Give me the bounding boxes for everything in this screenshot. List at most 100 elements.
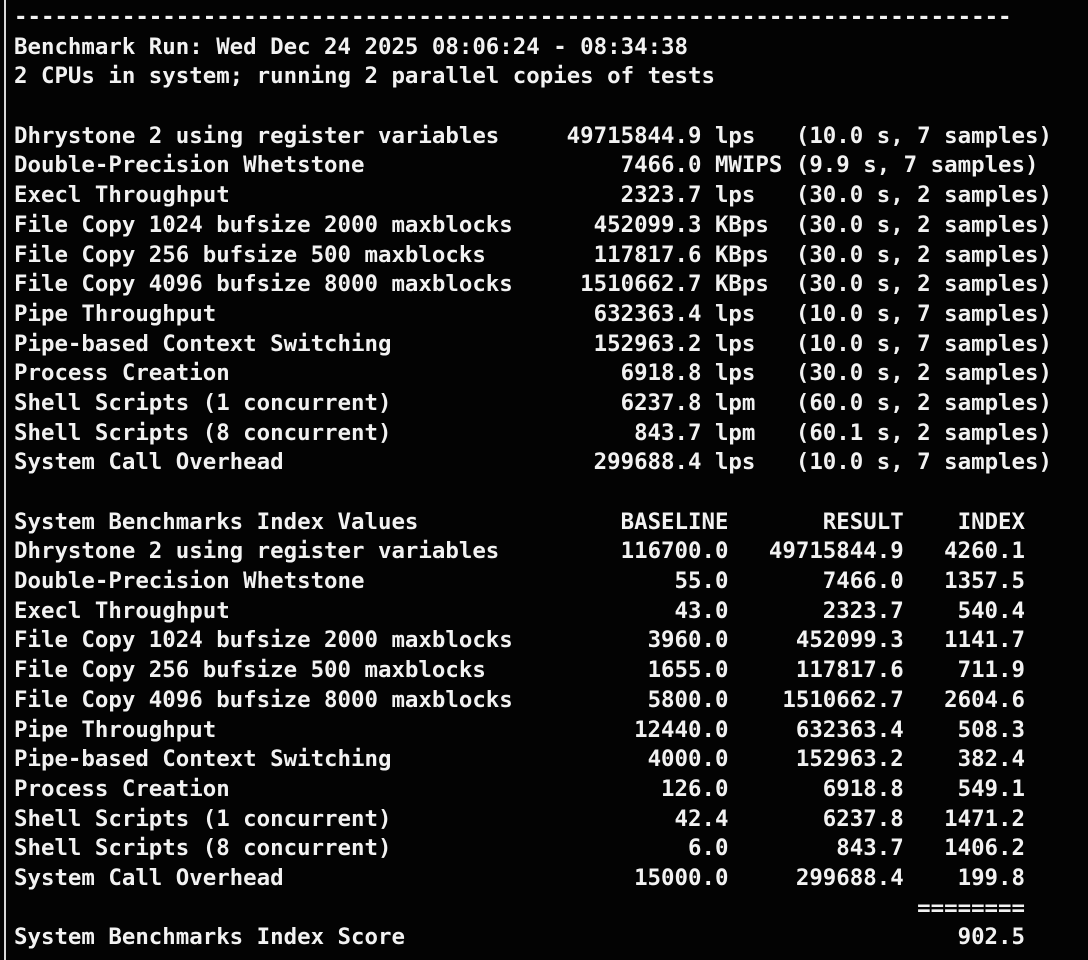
- result-value: 2323.7: [822, 597, 904, 624]
- test-unit: lps: [714, 360, 756, 387]
- index-row: Dhrystone 2 using register variables 116…: [14, 537, 1088, 567]
- index-value: 199.8: [957, 864, 1025, 891]
- test-name: File Copy 256 bufsize 500 maxblocks: [14, 657, 486, 684]
- terminal-screen: ----------------------------------------…: [4, 0, 1088, 960]
- test-name: Dhrystone 2 using register variables: [14, 538, 500, 565]
- result-row: File Copy 1024 bufsize 2000 maxblocks 45…: [14, 211, 1088, 241]
- baseline-value: 5800.0: [647, 686, 729, 713]
- test-unit: KBps: [714, 271, 769, 298]
- benchmark-run-line: Benchmark Run: Wed Dec 24 2025 08:06:24 …: [14, 33, 689, 60]
- index-header-row: System Benchmarks Index Values BASELINE …: [14, 508, 1088, 538]
- result-row: Dhrystone 2 using register variables 497…: [14, 122, 1088, 152]
- index-value: 1471.2: [944, 805, 1025, 832]
- column-header-baseline: BASELINE: [620, 508, 729, 535]
- baseline-value: 12440.0: [634, 716, 729, 743]
- result-value: 49715844.9: [768, 538, 904, 565]
- test-value: 6918.8: [620, 360, 702, 387]
- test-unit: lps: [714, 182, 756, 209]
- result-row: Pipe Throughput 632363.4 lps (10.0 s, 7 …: [14, 300, 1088, 330]
- test-detail: (10.0 s, 7 samples): [795, 449, 1052, 476]
- result-row: Process Creation 6918.8 lps (30.0 s, 2 s…: [14, 359, 1088, 389]
- result-value: 452099.3: [795, 627, 904, 654]
- result-row: System Call Overhead 299688.4 lps (10.0 …: [14, 448, 1088, 478]
- test-value: 1510662.7: [580, 271, 702, 298]
- test-value: 2323.7: [620, 182, 702, 209]
- test-name: Pipe-based Context Switching: [14, 746, 392, 773]
- baseline-value: 15000.0: [634, 864, 729, 891]
- test-name: File Copy 4096 bufsize 8000 maxblocks: [14, 271, 513, 298]
- score-separator: ========: [917, 894, 1025, 921]
- index-row: Double-Precision Whetstone 55.0 7466.0 1…: [14, 567, 1088, 597]
- test-detail: (9.9 s, 7 samples): [795, 152, 1039, 179]
- index-row: Pipe-based Context Switching 4000.0 1529…: [14, 745, 1088, 775]
- result-value: 632363.4: [795, 716, 904, 743]
- result-row: File Copy 256 bufsize 500 maxblocks 1178…: [14, 241, 1088, 271]
- test-name: Execl Throughput: [14, 597, 230, 624]
- blank-line: [14, 92, 1088, 122]
- test-value: 299688.4: [593, 449, 702, 476]
- test-name: Double-Precision Whetstone: [14, 152, 365, 179]
- test-detail: (10.0 s, 7 samples): [795, 122, 1052, 149]
- score-value: 902.5: [957, 924, 1025, 951]
- test-value: 7466.0: [620, 152, 702, 179]
- test-name: Pipe-based Context Switching: [14, 330, 392, 357]
- test-detail: (30.0 s, 2 samples): [795, 271, 1052, 298]
- test-name: Shell Scripts (8 concurrent): [14, 419, 392, 446]
- result-value: 299688.4: [795, 864, 904, 891]
- test-unit: lps: [714, 300, 756, 327]
- baseline-value: 43.0: [674, 597, 729, 624]
- test-unit: lps: [714, 330, 756, 357]
- test-name: Process Creation: [14, 360, 230, 387]
- result-value: 7466.0: [822, 568, 904, 595]
- result-row: Shell Scripts (8 concurrent) 843.7 lpm (…: [14, 419, 1088, 449]
- test-name: Shell Scripts (1 concurrent): [14, 805, 392, 832]
- result-row: Pipe-based Context Switching 152963.2 lp…: [14, 330, 1088, 360]
- index-value: 549.1: [957, 775, 1025, 802]
- index-row: File Copy 256 bufsize 500 maxblocks 1655…: [14, 656, 1088, 686]
- test-name: Shell Scripts (8 concurrent): [14, 835, 392, 862]
- divider-line: ----------------------------------------…: [14, 4, 1012, 30]
- baseline-value: 3960.0: [647, 627, 729, 654]
- test-value: 6237.8: [620, 389, 702, 416]
- result-value: 117817.6: [795, 657, 904, 684]
- score-label: System Benchmarks Index Score: [14, 924, 405, 951]
- result-value: 843.7: [836, 835, 904, 862]
- cpu-info-line: 2 CPUs in system; running 2 parallel cop…: [14, 63, 715, 90]
- index-row: Shell Scripts (1 concurrent) 42.4 6237.8…: [14, 805, 1088, 835]
- index-row: System Call Overhead 15000.0 299688.4 19…: [14, 864, 1088, 894]
- test-name: File Copy 1024 bufsize 2000 maxblocks: [14, 627, 513, 654]
- test-unit: MWIPS: [714, 152, 783, 179]
- baseline-value: 6.0: [688, 835, 729, 862]
- result-row: File Copy 4096 bufsize 8000 maxblocks 15…: [14, 270, 1088, 300]
- index-value: 382.4: [957, 746, 1025, 773]
- test-unit: lpm: [714, 389, 756, 416]
- result-value: 6918.8: [822, 775, 904, 802]
- test-name: Shell Scripts (1 concurrent): [14, 389, 392, 416]
- test-detail: (10.0 s, 7 samples): [795, 330, 1052, 357]
- test-name: Dhrystone 2 using register variables: [14, 122, 500, 149]
- baseline-value: 4000.0: [647, 746, 729, 773]
- index-value: 2604.6: [944, 686, 1025, 713]
- result-value: 152963.2: [795, 746, 904, 773]
- test-value: 49715844.9: [566, 122, 702, 149]
- test-detail: (60.0 s, 2 samples): [795, 389, 1052, 416]
- baseline-value: 1655.0: [647, 657, 729, 684]
- index-row: File Copy 4096 bufsize 8000 maxblocks 58…: [14, 686, 1088, 716]
- index-row: Shell Scripts (8 concurrent) 6.0 843.7 1…: [14, 834, 1088, 864]
- baseline-value: 116700.0: [620, 538, 729, 565]
- column-header-index: INDEX: [957, 508, 1025, 535]
- index-value: 1406.2: [944, 835, 1025, 862]
- test-value: 117817.6: [593, 241, 702, 268]
- score-separator-row: ========: [14, 894, 1088, 924]
- test-name: Double-Precision Whetstone: [14, 568, 365, 595]
- result-row: Double-Precision Whetstone 7466.0 MWIPS …: [14, 151, 1088, 181]
- test-detail: (60.1 s, 2 samples): [795, 419, 1052, 446]
- index-score-row: System Benchmarks Index Score 902.5: [14, 923, 1088, 953]
- test-name: System Call Overhead: [14, 864, 284, 891]
- index-value: 1357.5: [944, 568, 1025, 595]
- test-unit: KBps: [714, 241, 769, 268]
- index-value: 508.3: [957, 716, 1025, 743]
- test-detail: (30.0 s, 2 samples): [795, 241, 1052, 268]
- result-value: 1510662.7: [782, 686, 904, 713]
- test-detail: (30.0 s, 2 samples): [795, 182, 1052, 209]
